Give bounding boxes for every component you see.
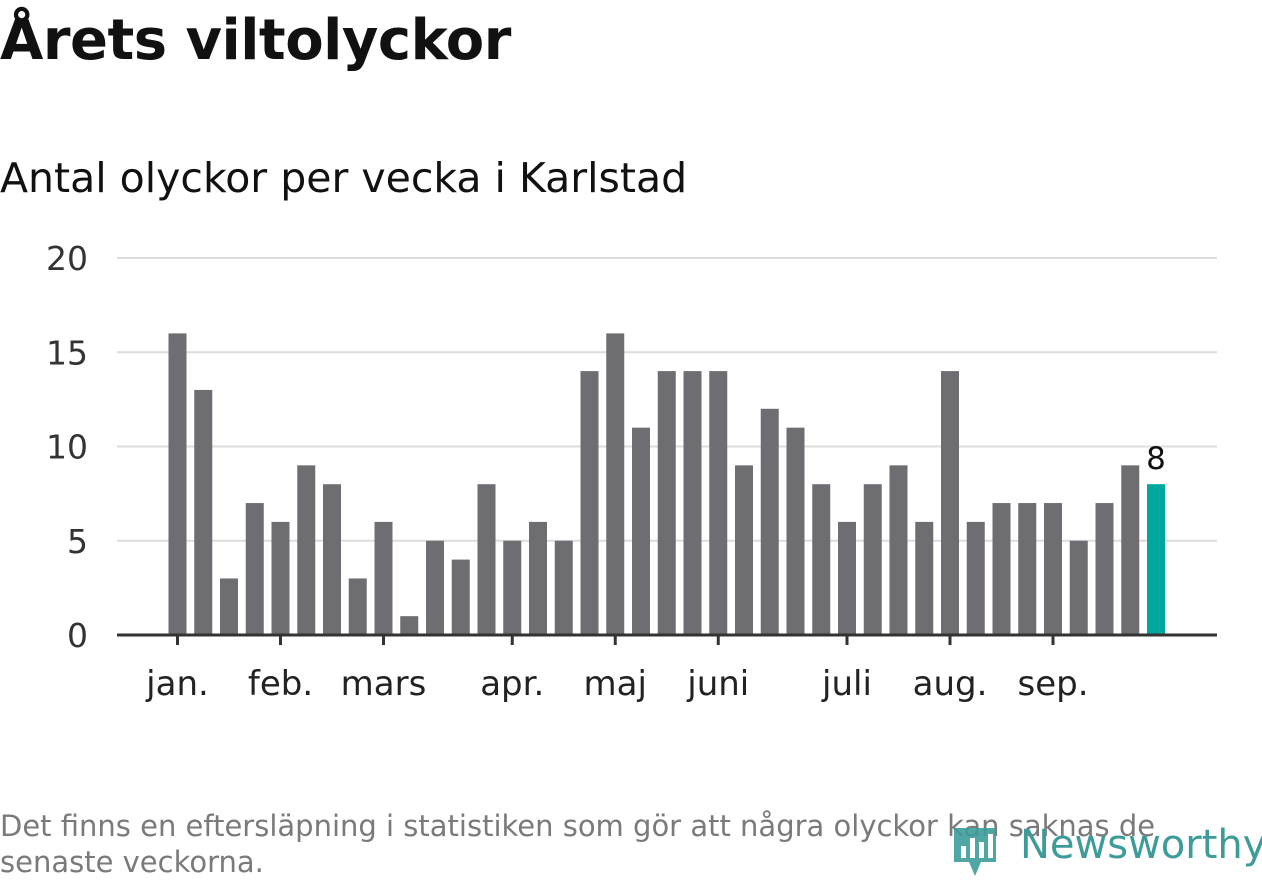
bar xyxy=(580,371,599,635)
bar-highlight xyxy=(1147,484,1165,635)
bar xyxy=(374,521,393,635)
highlight-value-label: 8 xyxy=(1146,441,1166,477)
chart-title: Årets viltolyckor xyxy=(0,8,511,73)
bar xyxy=(786,427,805,635)
y-axis-ticks: 0 5 10 15 20 xyxy=(46,239,88,655)
bar-chart: 0 5 10 15 20 jan. feb. mars apr. maj juni juli aug.… xyxy=(46,239,1217,704)
bar xyxy=(323,484,341,635)
bar xyxy=(168,333,187,635)
bar-chart-pin-icon xyxy=(954,828,996,876)
bar xyxy=(683,371,702,635)
bar xyxy=(271,521,290,635)
y-tick-label: 20 xyxy=(46,239,88,278)
bar xyxy=(632,427,650,635)
x-axis-ticks: jan. feb. mars apr. maj juni juli aug. sep. xyxy=(145,635,1089,704)
bar xyxy=(297,465,316,635)
bar xyxy=(760,408,779,635)
bar xyxy=(451,559,470,635)
bar xyxy=(348,578,367,635)
bar xyxy=(812,484,831,635)
y-tick-label: 15 xyxy=(46,333,88,372)
y-tick-label: 10 xyxy=(46,428,88,467)
y-tick-label: 0 xyxy=(67,616,88,655)
bar xyxy=(709,371,728,635)
x-tick-label: maj xyxy=(584,664,647,704)
bar xyxy=(1044,503,1062,635)
bar xyxy=(606,333,625,635)
bar xyxy=(220,578,238,635)
bar xyxy=(915,521,934,635)
bar xyxy=(941,371,959,635)
bar xyxy=(966,521,985,635)
newsworthy-logo: Newsworthy xyxy=(954,822,1262,876)
bar xyxy=(1095,503,1114,635)
bar xyxy=(657,371,676,635)
x-tick-label: jan. xyxy=(145,664,209,704)
bars xyxy=(168,333,1165,635)
x-tick-label: aug. xyxy=(913,664,988,704)
y-tick-label: 5 xyxy=(67,522,88,561)
bar xyxy=(554,540,573,635)
bar xyxy=(400,616,419,635)
bar xyxy=(245,503,264,635)
bar xyxy=(1121,465,1140,635)
x-tick-label: juli xyxy=(821,664,872,704)
logo-wordmark: Newsworthy xyxy=(1020,822,1262,868)
bar xyxy=(838,521,856,635)
bar xyxy=(735,465,753,635)
bar xyxy=(477,484,496,635)
bar xyxy=(529,521,547,635)
x-tick-label: mars xyxy=(341,664,427,704)
bar xyxy=(1069,540,1088,635)
x-tick-label: feb. xyxy=(248,664,313,704)
data-labels: 8 xyxy=(1146,441,1166,477)
x-tick-label: juni xyxy=(686,664,749,704)
x-tick-label: apr. xyxy=(480,664,544,704)
bar xyxy=(426,540,444,635)
chart-subtitle: Antal olyckor per vecka i Karlstad xyxy=(0,154,688,202)
bar xyxy=(1018,503,1037,635)
bar xyxy=(863,484,882,635)
bar xyxy=(503,540,522,635)
bar xyxy=(992,503,1011,635)
bar xyxy=(889,465,908,635)
x-tick-label: sep. xyxy=(1017,664,1088,704)
bar xyxy=(194,389,213,635)
